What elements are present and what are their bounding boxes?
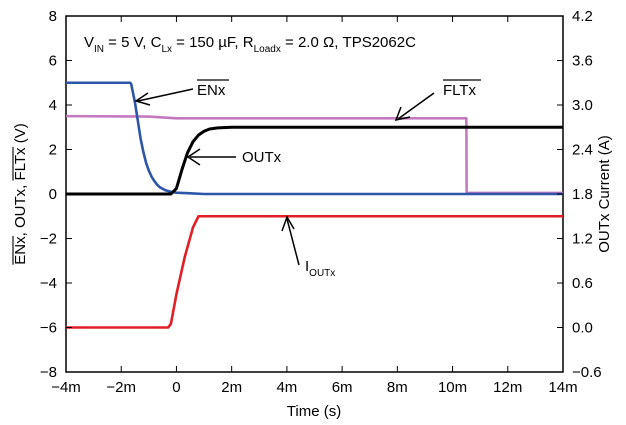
annotation-ioutx: IOUTx	[281, 215, 335, 279]
annotation-outx-arrowhead	[186, 148, 201, 166]
y-right-tick-label: 2.4	[572, 142, 593, 159]
y-left-tick-label: −8	[40, 364, 57, 381]
conditions-text: VIN = 5 V, CLx = 150 µF, RLoadx = 2.0 Ω,…	[84, 34, 416, 55]
x-tick-label: 10m	[438, 379, 467, 396]
series-line-enx	[66, 81, 563, 196]
x-tick-label: 2m	[221, 379, 242, 396]
y-left-tick-label: 6	[49, 53, 57, 70]
annotation-ioutx-label: IOUTx	[305, 258, 335, 279]
y-left-tick-label: 8	[49, 8, 57, 25]
annotation-outx-label: OUTx	[242, 149, 282, 166]
y-left-tick-label: 4	[49, 97, 57, 114]
annotation-ioutx-arrow	[286, 218, 300, 266]
y-right-tick-label: 3.0	[572, 97, 593, 114]
annotation-ioutx-arrowhead	[281, 215, 295, 232]
annotation-fltx-arrow	[397, 92, 435, 120]
x-tick-label: 6m	[332, 379, 353, 396]
x-tick-label: 4m	[276, 379, 297, 396]
y-right-tick-label: 3.6	[572, 53, 593, 70]
annotation-fltx-arrowhead	[394, 106, 411, 122]
y-left-tick-label: −2	[40, 231, 57, 248]
series-layer	[65, 81, 563, 329]
series-line-outx	[66, 125, 563, 196]
y-left-tick-label: 2	[49, 142, 57, 159]
annotation-fltx: FLTx	[394, 79, 481, 122]
svg-text:ENx, OUTx, FLTx (V): ENx, OUTx, FLTx (V)	[12, 123, 29, 264]
y-axis-right-title: OUTx Current (A)	[596, 135, 613, 253]
annotation-enx-label: ENx	[197, 82, 226, 99]
series-line-ioutx	[66, 214, 563, 329]
annotation-fltx-label: FLTx	[443, 82, 477, 99]
x-tick-label: 14m	[548, 379, 577, 396]
x-axis-title: Time (s)	[287, 403, 341, 420]
y-right-tick-label: −0.6	[572, 364, 602, 381]
y-right-tick-label: 1.2	[572, 231, 593, 248]
x-tick-label: −2m	[106, 379, 136, 396]
y-left-tick-label: 0	[49, 186, 57, 203]
annotation-outx: OUTx	[186, 148, 282, 166]
x-tick-label: 0	[172, 379, 180, 396]
y-axis-left-title: ENx, OUTx, FLTx (V)	[12, 123, 29, 265]
y-left-tick-label: −6	[40, 320, 57, 337]
annotation-enx-arrowhead	[134, 92, 151, 106]
x-tick-label: 8m	[387, 379, 408, 396]
y-right-tick-label: 4.2	[572, 8, 593, 25]
x-tick-label: −4m	[51, 379, 81, 396]
annotation-enx: ENx	[134, 79, 229, 106]
y-right-tick-label: 1.8	[572, 186, 593, 203]
ticks-layer: −4m −2m 0 2m 4m 6m 8m 10m 12m 14m 8 6 4 2 0 −2 −4 −6 −8 4.2…	[40, 8, 602, 396]
y-right-tick-label: 0.6	[572, 275, 593, 292]
x-tick-label: 12m	[493, 379, 522, 396]
y-right-tick-label: 0.0	[572, 320, 593, 337]
y-left-tick-label: −4	[40, 275, 57, 292]
annotation-enx-arrow	[137, 88, 194, 102]
